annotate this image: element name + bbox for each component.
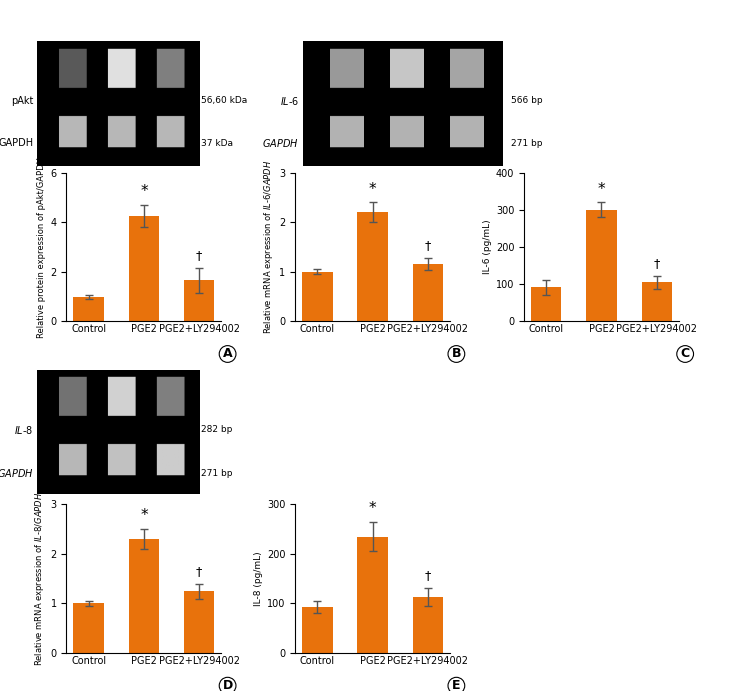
Text: 271 bp: 271 bp — [201, 468, 232, 478]
Bar — [74, 603, 104, 653]
Y-axis label: Relative protein expression of pAkt/GAPDH: Relative protein expression of pAkt/GAPD… — [38, 157, 46, 337]
Text: 282 bp: 282 bp — [201, 425, 232, 435]
Text: 566 bp: 566 bp — [511, 96, 543, 106]
Bar — [184, 281, 214, 321]
Text: †: † — [425, 569, 431, 583]
Text: $\it{GAPDH}$: $\it{GAPDH}$ — [262, 137, 299, 149]
Text: $\it{IL}$-$\it{8}$: $\it{IL}$-$\it{8}$ — [14, 424, 33, 436]
Bar — [586, 210, 617, 321]
Y-axis label: Relative mRNA expression of $\it{IL}$-$\it{6}$/$\it{GAPDH}$: Relative mRNA expression of $\it{IL}$-$\… — [262, 160, 275, 334]
Text: E: E — [452, 679, 461, 691]
Text: B: B — [452, 348, 461, 361]
Bar — [303, 272, 333, 321]
Y-axis label: Relative mRNA expression of $\it{IL}$-$\it{8}$/$\it{GAPDH}$: Relative mRNA expression of $\it{IL}$-$\… — [33, 491, 46, 666]
Text: $\it{GAPDH}$: $\it{GAPDH}$ — [0, 467, 33, 480]
Bar — [303, 607, 333, 653]
Bar — [128, 539, 159, 653]
Text: D: D — [222, 679, 232, 691]
Bar — [128, 216, 159, 321]
Text: *: * — [369, 182, 376, 196]
Text: A: A — [223, 348, 232, 361]
Text: $\it{IL}$-$\it{6}$: $\it{IL}$-$\it{6}$ — [280, 95, 299, 107]
Text: †: † — [196, 249, 202, 262]
Text: *: * — [369, 501, 376, 515]
Text: *: * — [598, 182, 605, 196]
Text: C: C — [680, 348, 690, 361]
Text: *: * — [140, 184, 148, 199]
Bar — [641, 283, 672, 321]
Text: 37 kDa: 37 kDa — [201, 138, 232, 148]
Text: 56,60 kDa: 56,60 kDa — [201, 96, 247, 106]
Bar — [74, 296, 104, 321]
Bar — [184, 591, 214, 653]
Bar — [357, 537, 388, 653]
Bar — [413, 597, 443, 653]
Text: †: † — [654, 256, 660, 269]
Text: *: * — [140, 509, 148, 523]
Y-axis label: IL-6 (pg/mL): IL-6 (pg/mL) — [483, 220, 492, 274]
Y-axis label: IL-8 (pg/mL): IL-8 (pg/mL) — [254, 551, 263, 606]
Text: 271 bp: 271 bp — [511, 138, 543, 148]
Text: GAPDH: GAPDH — [0, 138, 33, 148]
Bar — [357, 212, 388, 321]
Text: †: † — [425, 240, 431, 252]
Text: †: † — [196, 565, 202, 578]
Bar — [413, 265, 443, 321]
Bar — [531, 287, 562, 321]
Text: pAkt: pAkt — [11, 96, 33, 106]
